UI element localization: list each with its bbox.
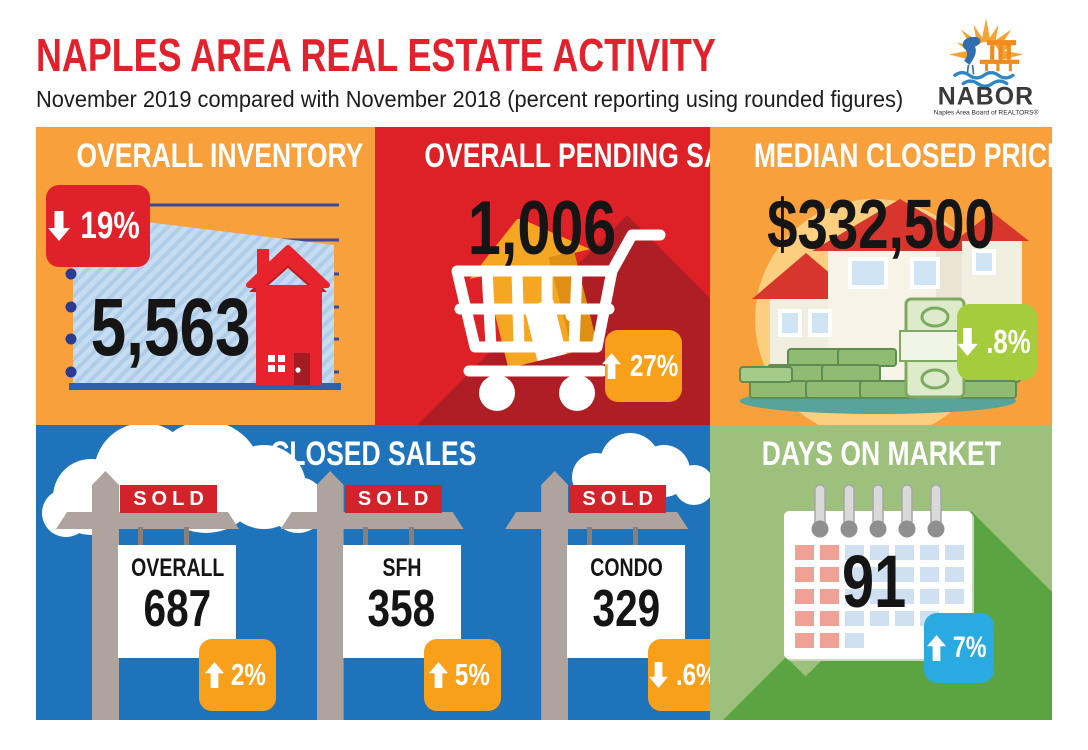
change-badge: .6% [648,639,710,711]
sign-value: 687 [143,579,211,638]
panel-overall-inventory: OVERALL INVENTORY 19% 5,563 [36,127,375,425]
panel-overall-pending-sales: OVERALL PENDING SALES 1,006 [375,127,710,425]
sold-sign-condo: SOLD CONDO 329 .6% [485,425,710,720]
sold-sign-sfh: SOLD SFH 358 5% [261,425,501,720]
sign-hanger-rod [587,527,593,549]
arrow-icon [957,328,978,356]
sign-value: 358 [367,579,436,638]
change-badge: 7% [924,613,994,683]
sign-crossbar [505,512,688,529]
page-subtitle: November 2019 compared with November 201… [36,86,904,112]
panel-title: MEDIAN CLOSED PRICE [753,137,1052,175]
panel-title: OVERALL PENDING SALES [424,137,710,175]
sign-board: SFH 358 [342,545,461,658]
badge-value: .6% [676,657,710,692]
badge-value: 2% [230,657,266,692]
sign-value: 329 [592,579,661,638]
badge-value: 5% [455,657,491,692]
badge-value: 19% [80,204,140,247]
sign-hanger-rod [408,527,414,549]
change-badge: .8% [957,304,1037,380]
arrow-icon [649,662,669,688]
badge-value: .8% [986,323,1031,360]
sign-label: SFH [382,554,422,582]
sign-post [92,471,119,720]
sign-label: CONDO [589,554,663,582]
arrow-icon [204,662,224,688]
logo-tagline: Naples Area Board of REALTORS® [934,109,1039,117]
change-badge: 19% [46,185,150,267]
arrow-icon [926,635,946,661]
panel-days-on-market: DAYS ON MARKET 91 7% [710,425,1052,720]
sign-hanger-rod [184,527,189,549]
logo-acronym: NABOR [938,82,1034,110]
sign-hanger-rod [138,527,143,549]
nabor-logo: NABOR Naples Area Board of REALTORS® [934,18,1039,117]
sign-crossbar [281,512,464,529]
sign-crossbar [56,512,239,529]
sold-banner: SOLD [344,485,442,513]
change-badge: 27% [601,330,682,402]
stats-board: OVERALL INVENTORY 19% 5,563 OVERALL PEND… [36,127,1052,720]
sign-post [316,471,344,720]
house-icon [246,245,330,385]
inventory-value: 5,563 [90,282,252,373]
days-value: 91 [841,540,907,623]
sun-rays-icon [948,18,1024,61]
arrow-icon [601,353,621,379]
shopping-cart-icon [451,219,666,411]
grid-dots [65,268,77,378]
sold-banner: SOLD [120,485,217,513]
arrow-icon [47,211,70,241]
page-title: NAPLES AREA REAL ESTATE ACTIVITY [36,29,716,81]
pending-value: 1,006 [468,186,617,271]
badge-value: 27% [629,348,679,383]
house-money-illustration [739,199,1029,425]
change-badge: 2% [199,639,276,711]
panel-title: CLOSED SALES [269,435,477,473]
sold-banner: SOLD [569,485,667,513]
sign-post [541,471,569,720]
panel-title: OVERALL INVENTORY [76,137,364,175]
sign-hanger-rod [362,527,368,549]
panel-closed-sales: CLOSED SALES SOLD OVERALL 687 2% [36,425,710,720]
waves-icon [953,71,1015,88]
sold-sign-overall: SOLD OVERALL 687 2% [36,425,276,720]
pier-icon [979,40,1020,72]
change-badge: 5% [423,639,501,711]
badge-value: 7% [952,631,987,664]
sold-signs-row: SOLD OVERALL 687 2% SOLD [36,425,710,720]
sign-label: OVERALL [131,554,225,582]
sign-hanger-rod [633,527,639,549]
panel-median-closed-price: MEDIAN CLOSED PRICE $332,500 .8% [710,127,1052,425]
baseline [69,383,341,390]
calendar-rings [811,484,945,538]
arrow-icon [429,662,449,688]
price-value: $332,500 [767,185,995,263]
panel-title: DAYS ON MARKET [761,435,1001,473]
calendar-grid [795,545,964,648]
